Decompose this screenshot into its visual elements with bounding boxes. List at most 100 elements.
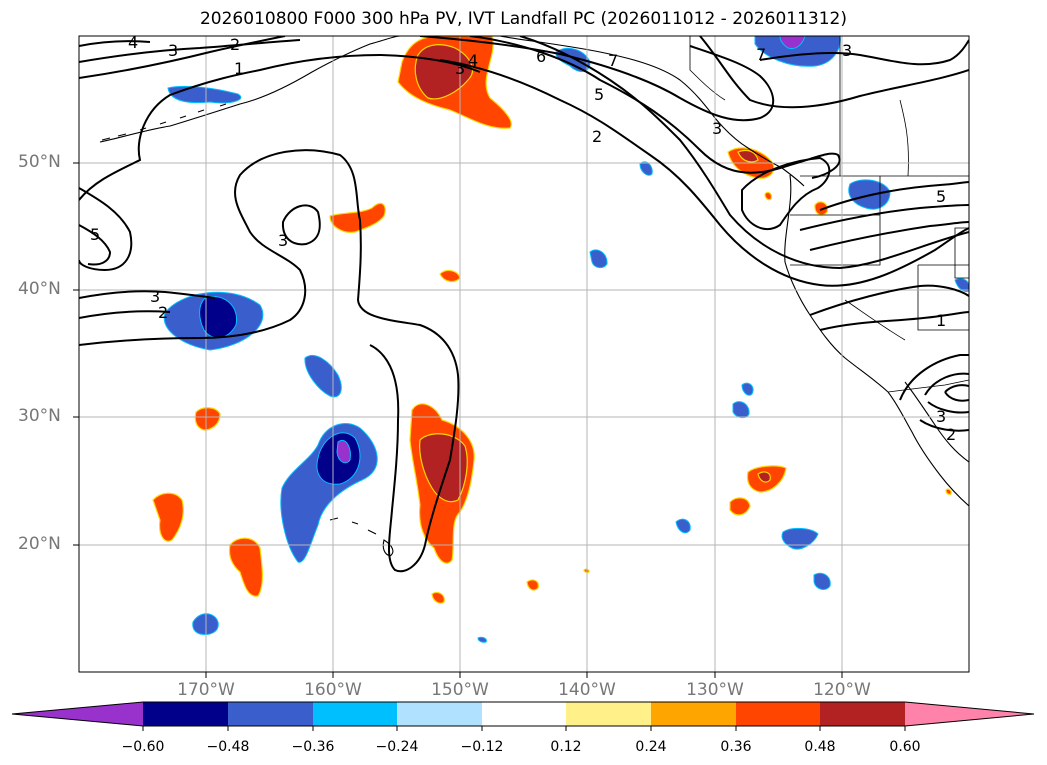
contour-label: 4 [468,51,478,70]
colorbar-tick-label: 0.12 [550,739,582,755]
colorbar-tick-label: 0.48 [804,739,836,755]
lon-label-150w: 150°W [431,680,489,700]
lat-label-20n: 20°N [18,534,61,554]
hawaii-islands [329,517,394,557]
colorbar-tick-label: 0.24 [635,739,667,755]
pv-contour-1-lower [819,311,969,331]
lon-label-160w: 160°W [304,680,362,700]
pos-region-46n-157w [329,202,386,233]
pv-contour-ne-loop [759,39,969,66]
map-area: 4 3 2 1 3 4 5 3 2 3 6 7 5 2 3 7 3 5 1 3 … [79,33,969,672]
bc-coast [714,117,805,187]
colorbar-bin [143,702,228,726]
colorbar-bin [651,702,736,726]
pv-contour-2-north [79,36,286,79]
neg-region-40n-110w [954,277,969,293]
contour-label: 2 [592,127,602,146]
pos-region-18n-166w [228,537,263,597]
lon-label-140w: 140°W [558,680,616,700]
map-frame [78,35,970,673]
contour-label: 5 [90,225,100,244]
neg-region-60n-125w [754,36,841,67]
axis-ticks [73,162,843,678]
pv-contour-jet-2 [439,59,969,287]
contour-label: 4 [128,33,138,52]
pv-contour-jet-1 [519,36,969,270]
lat-label-50n: 50°N [18,152,61,172]
neg-region-21n-133w [675,518,691,534]
colorbar-bin [397,702,482,726]
contour-label: 6 [536,47,546,66]
colorbar-tick-label: −0.12 [460,739,504,755]
colorbar-bin [482,702,566,726]
baja-coast [887,391,969,507]
neg-region-31n-127w [732,401,750,419]
pos-region-17n-145w [526,579,539,591]
contour-label: 3 [168,41,178,60]
contour-label: 3 [278,231,288,250]
contour-label: 1 [936,311,946,330]
alaska-coast [99,36,401,143]
contour-label: 7 [756,45,766,64]
aleutian-islands [101,103,227,141]
pv-contour-3-lobe [281,204,321,246]
contour-label: 3 [150,287,160,306]
state-borders [790,176,969,341]
pos-core-24n-126w [757,471,771,483]
mainland-mexico-coast [904,381,969,463]
neg-region-11n-149w [477,636,487,643]
lon-label-120w: 120°W [813,680,871,700]
pv-contour-trough [79,149,460,573]
pos-core-49n-126w [737,149,759,163]
contour-label: 3 [842,41,852,60]
colorbar-tick-label: −0.48 [206,739,250,755]
pos-region-47n-126w [764,191,773,201]
pv-contours [79,36,969,573]
colorbar-bin [228,702,313,726]
figure-title: 2026010800 F000 300 hPa PV, IVT Landfall… [199,9,847,29]
neg-region-33n-162w [304,354,342,398]
neg-region-20n-124w [781,527,819,550]
neg-region-17n-122w [813,572,831,590]
contour-label: 5 [936,187,946,206]
colorbar-tick-label: 0.60 [889,739,921,755]
negative-shading [163,36,969,643]
lon-label-130w: 130°W [686,680,744,700]
neg-region-42n-140w [589,249,608,269]
colorbar-extend-high [905,702,1034,726]
pv-contour-ne-2 [699,36,969,109]
contour-label: 3 [455,59,465,78]
pos-region-41n-151w [439,269,461,283]
neg-region-48n-135w [639,161,653,176]
pv-contour-east-3 [809,221,969,251]
neg-region-33n-127w [741,382,754,396]
lat-label-40n: 40°N [18,279,61,299]
colorbar-tick-label: −0.36 [291,739,335,755]
colorbar-tick-label: −0.24 [375,739,419,755]
contour-label: 1 [234,59,244,78]
neg-max-27n-160w [336,440,351,464]
political-borders [689,36,969,393]
pv-contour-3-north [79,39,301,63]
contour-label: 2 [946,425,956,444]
contour-label: 2 [158,303,168,322]
positive-shading [152,36,952,604]
contour-label: 5 [594,85,604,104]
pv-contour-1-sw-us [809,284,969,316]
colorbar-bin [736,702,820,726]
pos-region-16n-151w [431,591,445,604]
contour-labels: 4 3 2 1 3 4 5 3 2 3 6 7 5 2 3 7 3 5 1 3 … [90,33,956,444]
pv-contour-1-loop [79,53,481,201]
neg-region-56n-173w [167,85,242,104]
pv-contour-5-east [819,181,969,211]
colorbar-tick-label: 0.36 [720,739,752,755]
colorbar-tick-label: −0.60 [121,739,165,755]
colorbar-extend-low [12,702,143,726]
canada-provinces [839,36,909,177]
neg-core-60n-125w [779,36,806,49]
contour-label: 7 [608,51,618,70]
pv-contour-oregon-loop [741,156,831,230]
pv-contour-cutoff-outer [899,354,969,432]
pv-contour-2-west [79,310,171,319]
